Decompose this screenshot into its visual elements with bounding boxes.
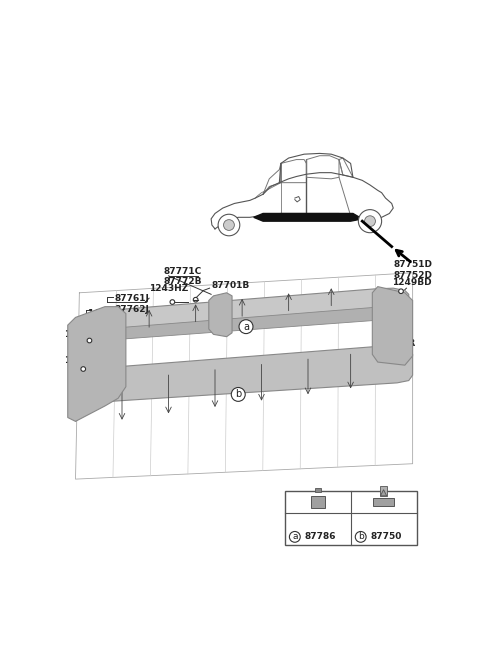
Bar — [381, 486, 387, 496]
Bar — [311, 496, 324, 508]
Circle shape — [239, 319, 253, 334]
Text: a: a — [243, 321, 249, 332]
Circle shape — [365, 216, 375, 226]
Polygon shape — [209, 293, 232, 337]
Circle shape — [359, 210, 382, 233]
Bar — [314, 488, 321, 492]
Text: 84126R
84116: 84126R 84116 — [378, 338, 416, 358]
Polygon shape — [68, 306, 126, 421]
Text: 1243HZ: 1243HZ — [149, 283, 188, 293]
Polygon shape — [254, 213, 362, 221]
Circle shape — [224, 220, 234, 230]
Circle shape — [289, 531, 300, 543]
Text: b: b — [358, 533, 363, 541]
Polygon shape — [381, 489, 387, 496]
Circle shape — [193, 297, 198, 302]
Bar — [372, 498, 395, 506]
Text: 1463AA: 1463AA — [64, 330, 103, 339]
Text: 11281: 11281 — [64, 356, 95, 365]
Polygon shape — [372, 287, 413, 365]
Circle shape — [81, 367, 85, 371]
Text: 87786: 87786 — [305, 533, 336, 541]
Text: 1249BD: 1249BD — [392, 278, 432, 287]
Circle shape — [231, 388, 245, 401]
Circle shape — [355, 531, 366, 543]
Text: 87771C
87772B: 87771C 87772B — [163, 266, 202, 286]
Polygon shape — [93, 288, 409, 346]
Polygon shape — [89, 306, 409, 342]
Bar — [285, 491, 417, 544]
Text: 87751D
87752D: 87751D 87752D — [393, 260, 432, 280]
Text: 1416LK: 1416LK — [87, 309, 125, 318]
Circle shape — [399, 289, 403, 293]
Text: 87701B: 87701B — [211, 281, 250, 289]
Text: a: a — [292, 533, 298, 541]
Circle shape — [218, 215, 240, 236]
Text: 87761J
87762J: 87761J 87762J — [114, 295, 149, 314]
Text: 87750: 87750 — [371, 533, 402, 541]
Circle shape — [170, 300, 175, 304]
Text: b: b — [235, 390, 241, 400]
Circle shape — [87, 338, 92, 343]
Polygon shape — [75, 346, 413, 421]
